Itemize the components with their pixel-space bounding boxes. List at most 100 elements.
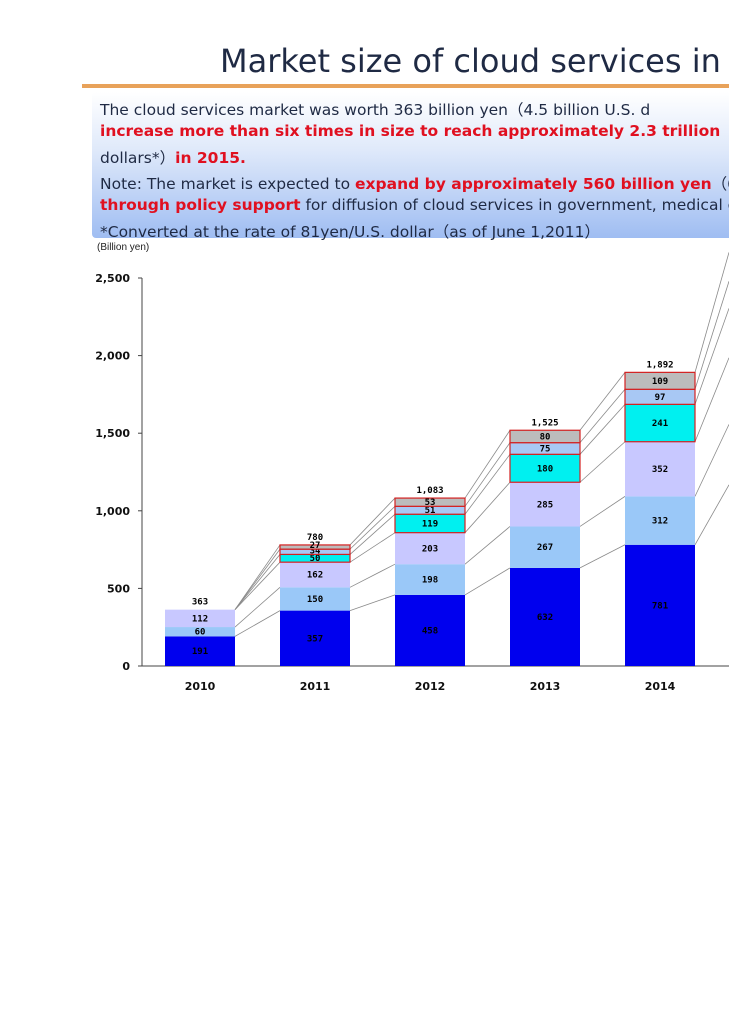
summary-line-3-a: dollars*）: [100, 149, 176, 167]
x-tick-label: 2011: [300, 680, 331, 693]
bar-segment-label: 198: [422, 576, 438, 586]
bar-segment: [395, 564, 465, 595]
bar-segment: [509, 429, 581, 444]
connector-line: [349, 506, 396, 550]
summary-line-5: through policy support for diffusion of …: [100, 196, 729, 214]
bar-total-label: 780: [307, 533, 323, 543]
y-tick-label: 2,500: [95, 272, 130, 285]
x-tick-label: 2014: [645, 680, 676, 693]
bar-segment-label: 241: [652, 419, 668, 429]
connector-line: [694, 357, 729, 442]
bar-segment-label: 51: [425, 506, 436, 516]
connector-line: [464, 481, 511, 533]
connector-line: [349, 513, 396, 555]
summary-line-2: increase more than six times in size to …: [100, 122, 721, 140]
bar-segment-label: 53: [425, 498, 436, 508]
bar-segment-label: 191: [192, 647, 208, 657]
bar-segment: [510, 526, 580, 568]
bar-segment: [165, 609, 235, 628]
connector-line: [234, 554, 281, 610]
bar-segment-label: 267: [537, 543, 553, 553]
connector-line: [694, 308, 729, 405]
connector-line: [234, 610, 281, 637]
bar-segment-label: 312: [652, 517, 668, 527]
bar-segment-label: 458: [422, 626, 438, 636]
connector-line: [579, 372, 626, 431]
connector-line: [464, 567, 511, 596]
summary-line-4-a: Note: The market is expected to: [100, 175, 356, 193]
summary-line-4: Note: The market is expected to expand b…: [100, 172, 729, 194]
bar-segment: [625, 441, 695, 497]
connector-line: [234, 561, 281, 610]
bar-segment-label: 162: [307, 571, 323, 581]
bar-segment: [624, 371, 696, 390]
connector-line: [464, 430, 511, 499]
connector-line: [694, 281, 729, 390]
bar-segment-label: 97: [655, 393, 666, 403]
bar-segment: [280, 610, 350, 666]
summary-line-6: *Converted at the rate of 81yen/U.S. dol…: [100, 223, 601, 241]
bar-segment: [394, 497, 466, 507]
y-tick-label: 0: [122, 660, 130, 673]
page-title: Market size of cloud services in J: [220, 42, 729, 80]
bar-segment: [395, 532, 465, 565]
summary-line-5-a: through policy support: [100, 196, 301, 214]
bar-segment-label: 75: [540, 444, 551, 454]
connector-line: [694, 252, 729, 373]
bar-total-label: 1,083: [416, 486, 443, 496]
bar-segment-label: 112: [192, 614, 208, 624]
bar-total-label: 1,525: [531, 418, 558, 428]
connector-line: [579, 544, 626, 569]
summary-line-1: The cloud services market was worth 363 …: [100, 101, 651, 119]
summary-line-4-b: expand by approximately 560 billion yen: [355, 175, 712, 193]
bar-segment-label: 632: [537, 613, 553, 623]
connector-line: [464, 442, 511, 507]
title-underline: [82, 84, 729, 88]
bar-segment-label: 781: [652, 601, 668, 611]
y-tick-label: 2,000: [95, 350, 130, 363]
connector-line: [579, 496, 626, 527]
bar-segment-label: 60: [195, 628, 206, 638]
bar-segment-label: 50: [310, 554, 321, 564]
y-tick-label: 1,000: [95, 505, 130, 518]
bar-segment-label: 80: [540, 432, 551, 442]
summary-line-4-c: （6.9: [711, 175, 729, 193]
bar-segment: [624, 403, 696, 443]
connector-line: [579, 404, 626, 455]
x-tick-label: 2013: [530, 680, 561, 693]
bar-segment-label: 352: [652, 465, 668, 475]
y-axis-unit-label: (Billion yen): [97, 242, 150, 253]
bar-segment: [510, 482, 580, 527]
connector-line: [234, 544, 281, 610]
bar-segment: [280, 562, 350, 588]
bar-segment: [280, 587, 350, 611]
bar-segment: [509, 453, 581, 483]
bar-segment: [625, 496, 695, 545]
bar-segment: [165, 627, 235, 637]
connector-line: [464, 526, 511, 565]
bar-segment: [625, 544, 695, 666]
bar-segment-label: 27: [310, 541, 321, 551]
bar-segment: [165, 636, 235, 666]
bar-segment-label: 109: [652, 377, 668, 387]
bar-total-label: 1,892: [646, 360, 673, 370]
bar-segment-label: 119: [422, 519, 438, 529]
connector-line: [349, 497, 396, 546]
bar-segment-label: 285: [537, 500, 553, 510]
connector-line: [694, 484, 729, 545]
connector-line: [349, 594, 396, 611]
connector-line: [579, 389, 626, 443]
connector-line: [349, 532, 396, 563]
bar-segment: [279, 544, 351, 550]
connector-line: [349, 563, 396, 588]
y-tick-label: 1,500: [95, 427, 130, 440]
bar-segment-label: 34: [310, 546, 321, 556]
x-tick-label: 2010: [185, 680, 216, 693]
summary-box: The cloud services market was worth 363 …: [92, 92, 729, 241]
bar-total-label: 363: [192, 598, 208, 608]
bar-segment: [395, 594, 465, 666]
y-tick-label: 500: [107, 582, 130, 595]
bar-segment-label: 180: [537, 464, 553, 474]
bar-segment-label: 150: [307, 595, 323, 605]
